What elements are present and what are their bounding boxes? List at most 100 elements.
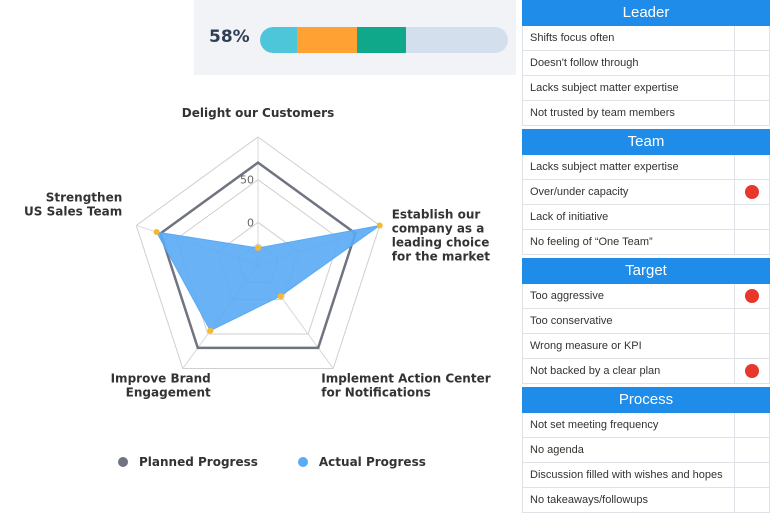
issue-label: Wrong measure or KPI <box>522 334 734 358</box>
axis-label-line: Establish our <box>392 207 481 221</box>
actual-point-1 <box>255 244 261 251</box>
section-header: Process <box>522 387 770 413</box>
grid-ring-2 <box>176 179 340 335</box>
red-flag-icon <box>745 364 759 378</box>
tick-label-0: 0 <box>247 216 254 229</box>
series-actual-area <box>155 224 381 332</box>
issue-row[interactable]: Lacks subject matter expertise <box>522 76 770 101</box>
issue-flag-cell[interactable] <box>734 180 770 204</box>
issue-flag-cell[interactable] <box>734 26 770 50</box>
axis-label-line: Engagement <box>126 386 211 400</box>
issue-flag-cell[interactable] <box>734 230 770 254</box>
issue-label: No agenda <box>522 438 734 462</box>
section-header: Target <box>522 258 770 284</box>
issue-label: Over/under capacity <box>522 180 734 204</box>
progress-bar <box>260 27 508 53</box>
issue-row[interactable]: No agenda <box>522 438 770 463</box>
axis-label-line: for the market <box>392 249 490 263</box>
legend-label-actual: Actual Progress <box>318 455 426 469</box>
issue-row[interactable]: Not trusted by team members <box>522 101 770 126</box>
section-header: Leader <box>522 0 770 26</box>
actual-point-2 <box>376 222 383 229</box>
issue-row[interactable]: Shifts focus often <box>522 26 770 51</box>
issue-flag-cell[interactable] <box>734 76 770 100</box>
axis-label-line: company as a <box>392 221 485 235</box>
actual-point-5 <box>153 229 160 236</box>
issue-label: Not trusted by team members <box>522 101 734 125</box>
issue-label: No feeling of “One Team” <box>522 230 734 254</box>
issue-section-leader: Leader Shifts focus often Doesn't follow t… <box>522 0 770 126</box>
issue-row[interactable]: Too conservative <box>522 309 770 334</box>
axis-label-line: US Sales Team <box>24 204 122 218</box>
progress-segment-3 <box>356 27 407 53</box>
issue-label: Too conservative <box>522 309 734 333</box>
grid-ring-1 <box>135 136 381 370</box>
section-header: Team <box>522 129 770 155</box>
issue-section-target: Target Too aggressive Too conservative Wron… <box>522 258 770 384</box>
progress-segment-1 <box>260 27 298 53</box>
issue-label: Doesn't follow through <box>522 51 734 75</box>
issue-row[interactable]: Wrong measure or KPI <box>522 334 770 359</box>
chart-legend: Planned Progress Actual Progress <box>118 455 426 469</box>
red-flag-icon <box>745 185 759 199</box>
issue-label: Not backed by a clear plan <box>522 359 734 383</box>
issue-row[interactable]: Doesn't follow through <box>522 51 770 76</box>
issue-label: Lacks subject matter expertise <box>522 76 734 100</box>
axis-label-4: Improve Brand Engagement <box>111 372 211 400</box>
issue-flag-cell[interactable] <box>734 205 770 229</box>
issue-flag-cell[interactable] <box>734 284 770 308</box>
issue-label: Lacks subject matter expertise <box>522 155 734 179</box>
issue-flag-cell[interactable] <box>734 309 770 333</box>
legend-label-planned: Planned Progress <box>139 455 258 469</box>
axis-label-3: Implement Action Center for Notifications <box>321 372 490 400</box>
issue-label: No takeaways/followups <box>522 488 734 512</box>
issue-label: Not set meeting frequency <box>522 413 734 437</box>
issue-row[interactable]: Lacks subject matter expertise <box>522 155 770 180</box>
actual-point-4 <box>207 327 214 334</box>
legend-item-actual[interactable]: Actual Progress <box>297 455 426 469</box>
issue-row[interactable]: Discussion filled with wishes and hopes <box>522 463 770 488</box>
issue-flag-cell[interactable] <box>734 463 770 487</box>
issue-flag-cell[interactable] <box>734 155 770 179</box>
legend-marker-actual <box>297 457 308 467</box>
axis-label-line: Strengthen <box>46 190 123 204</box>
legend-marker-planned <box>118 457 128 467</box>
progress-segment-2 <box>297 27 357 53</box>
issue-row[interactable]: Not backed by a clear plan <box>522 359 770 384</box>
issue-section-team: Team Lacks subject matter expertise Over/u… <box>522 129 770 255</box>
issue-flag-cell[interactable] <box>734 413 770 437</box>
axis-label-line: Improve Brand <box>111 372 211 386</box>
axis-label-line: leading choice <box>392 235 490 249</box>
issue-flag-cell[interactable] <box>734 334 770 358</box>
issue-flag-cell[interactable] <box>734 359 770 383</box>
issue-flag-cell[interactable] <box>734 438 770 462</box>
red-flag-icon <box>745 289 759 303</box>
axis-label-1: Delight our Customers <box>182 106 334 120</box>
axis-label-line: Implement Action Center <box>321 372 490 386</box>
issue-flag-cell[interactable] <box>734 101 770 125</box>
radar-chart: 0 50 Delight our Customers Establish our com… <box>24 106 491 400</box>
axis-label-line: Delight our Customers <box>182 106 334 120</box>
issue-row[interactable]: Over/under capacity <box>522 180 770 205</box>
progress-percent: 58% <box>209 27 250 47</box>
issue-flag-cell[interactable] <box>734 51 770 75</box>
issues-panel: Leader Shifts focus often Doesn't follow t… <box>522 0 770 513</box>
issue-row[interactable]: No feeling of “One Team” <box>522 230 770 255</box>
axis-label-line: for Notifications <box>321 386 431 400</box>
tick-label-50: 50 <box>240 174 254 187</box>
issue-label: Too aggressive <box>522 284 734 308</box>
axis-label-5: Strengthen US Sales Team <box>24 190 122 218</box>
issue-row[interactable]: Too aggressive <box>522 284 770 309</box>
issue-row[interactable]: Lack of initiative <box>522 205 770 230</box>
issue-label: Shifts focus often <box>522 26 734 50</box>
progress-card: 58% <box>194 0 516 75</box>
actual-point-3 <box>277 293 284 300</box>
issue-label: Lack of initiative <box>522 205 734 229</box>
legend-item-planned[interactable]: Planned Progress <box>118 455 258 469</box>
axis-label-2: Establish our company as a leading choice f… <box>392 207 490 263</box>
issue-section-process: Process Not set meeting frequency No agend… <box>522 387 770 513</box>
series-planned-line <box>159 161 357 350</box>
issue-row[interactable]: Not set meeting frequency <box>522 413 770 438</box>
issue-label: Discussion filled with wishes and hopes <box>522 463 734 487</box>
issue-flag-cell[interactable] <box>734 488 770 512</box>
